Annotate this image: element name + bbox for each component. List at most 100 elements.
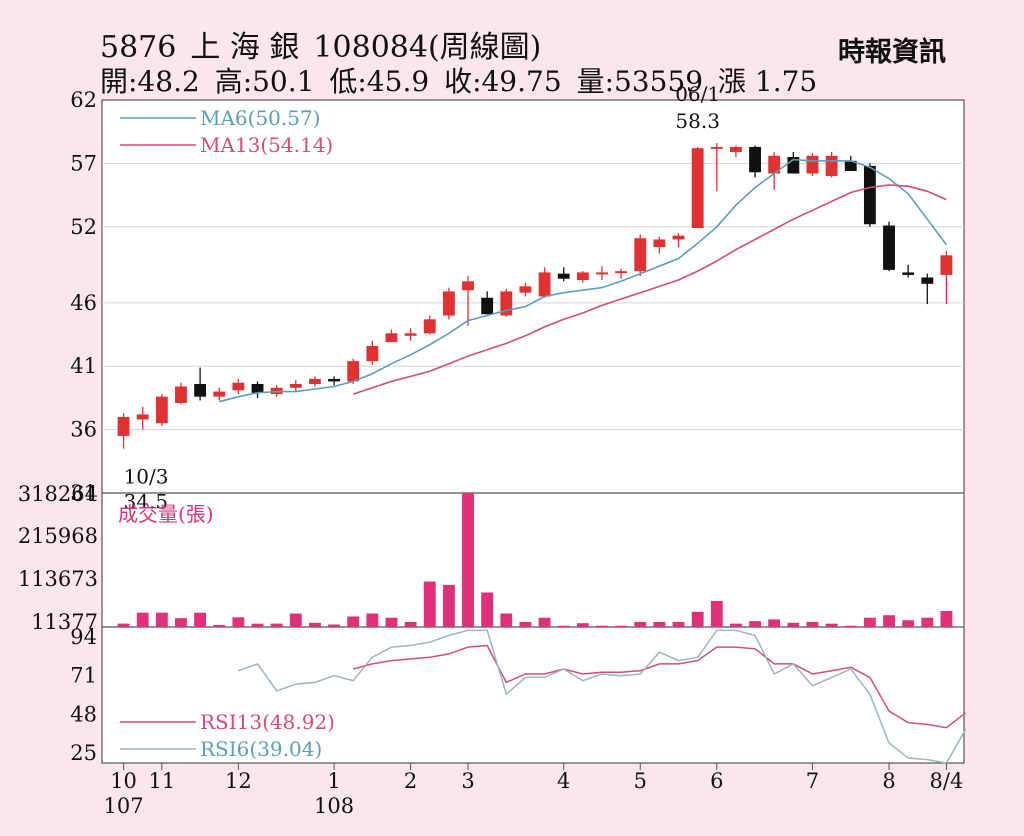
stock-code: 5876 [100, 30, 177, 65]
y-tick-label: 62 [70, 88, 97, 112]
stat-close: 收:49.75 [444, 65, 562, 98]
candle-body [596, 272, 608, 275]
rsi13-line [353, 644, 967, 729]
volume-bar [825, 623, 838, 627]
candle-body [385, 333, 398, 343]
y-tick-label: 41 [70, 354, 97, 378]
candle-body [729, 146, 742, 152]
x-year-label: 107 [104, 794, 144, 818]
y-tick-label: 94 [70, 625, 97, 649]
candle-body [442, 291, 455, 316]
x-tick-label: 8 [882, 769, 895, 793]
candle-body [423, 319, 436, 334]
candle-body [787, 157, 800, 174]
legend-label: RSI6(39.04) [200, 737, 322, 761]
volume-bar [251, 623, 264, 627]
annotation-label: 10/3 [124, 465, 169, 489]
candle-body [844, 160, 857, 171]
stat-low: 低:45.9 [329, 65, 430, 98]
volume-bar [863, 617, 876, 627]
volume-bar [557, 625, 570, 627]
candle-body [500, 291, 513, 316]
legend-label: MA6(50.57) [200, 106, 321, 130]
x-tick-label: 11 [148, 769, 175, 793]
candle-body [251, 383, 264, 393]
candle-body [557, 273, 570, 279]
plot-frame [101, 99, 965, 764]
volume-bar [902, 620, 915, 627]
candle-body [672, 235, 685, 240]
candle-body [155, 396, 168, 424]
y-tick-label: 113673 [18, 567, 98, 591]
x-tick-label: 8/4 [930, 769, 964, 793]
candle-body [117, 416, 130, 436]
x-tick-label: 6 [710, 769, 723, 793]
candle-body [883, 225, 895, 270]
candle-body [538, 272, 551, 297]
stock-name: 上 海 銀 [190, 30, 300, 65]
annotation-label: 58.3 [675, 109, 720, 133]
y-tick-label: 215968 [18, 524, 98, 548]
x-tick-label: 1 [327, 769, 340, 793]
candle-body [366, 345, 379, 362]
volume-bar [710, 600, 723, 627]
y-tick-label: 71 [70, 664, 97, 688]
candle-body [347, 361, 360, 382]
volume-bar [442, 584, 455, 627]
x-year-label: 108 [314, 794, 354, 818]
volume-bar [385, 617, 398, 627]
x-tick-label: 2 [404, 769, 417, 793]
candle-body [576, 272, 589, 281]
volume-bar [576, 623, 589, 627]
x-tick-label: 4 [557, 769, 570, 793]
candle-body [289, 383, 302, 388]
volume-bar [500, 613, 513, 627]
volume-bar [175, 618, 187, 627]
volume-bar [289, 613, 302, 627]
stat-high: 高:50.1 [214, 65, 315, 98]
volume-bar [270, 623, 283, 627]
candle-body [634, 238, 647, 272]
volume-bar [347, 616, 360, 627]
candle-body [825, 155, 838, 177]
price-stats: 開:48.2 高:50.1 低:45.9 收:49.75 量:53559 漲 1… [100, 60, 823, 100]
candle-body [749, 146, 762, 173]
candle-body [691, 148, 704, 229]
volume-bar [423, 581, 436, 627]
volume-bar [615, 625, 628, 627]
volume-bar [806, 621, 819, 627]
y-tick-label: 46 [70, 291, 97, 315]
volume-bar [308, 622, 321, 627]
candle-body [710, 146, 723, 149]
legend-label: RSI13(48.92) [200, 710, 335, 734]
stat-volume: 量:53559 [576, 65, 704, 98]
volume-bar [155, 612, 168, 627]
x-tick-label: 3 [461, 769, 474, 793]
volume-bar [634, 621, 647, 627]
data-source: 時報資訊 [838, 37, 946, 68]
volume-bar [538, 617, 551, 627]
volume-bar [117, 623, 130, 627]
stat-change: 漲 1.75 [717, 65, 818, 98]
volume-bar [596, 625, 608, 627]
candle-body [863, 165, 876, 225]
candle-body [806, 155, 819, 174]
ma13-line [352, 184, 947, 395]
volume-bar [787, 622, 800, 627]
y-tick-label: 318264 [18, 482, 98, 506]
x-tick-label: 7 [806, 769, 819, 793]
candle-body [462, 281, 474, 291]
volume-bar [328, 624, 341, 627]
candle-body [213, 391, 226, 397]
volume-bar [519, 621, 532, 627]
volume-bar [462, 493, 474, 627]
volume-bar [749, 621, 762, 627]
volume-bar [768, 619, 781, 627]
volume-bar [691, 611, 704, 627]
annotation-label: 34.5 [124, 490, 169, 514]
candle-body [328, 378, 341, 382]
candle-body [768, 155, 781, 174]
volume-bar [404, 621, 417, 627]
volume-bar [194, 612, 207, 627]
